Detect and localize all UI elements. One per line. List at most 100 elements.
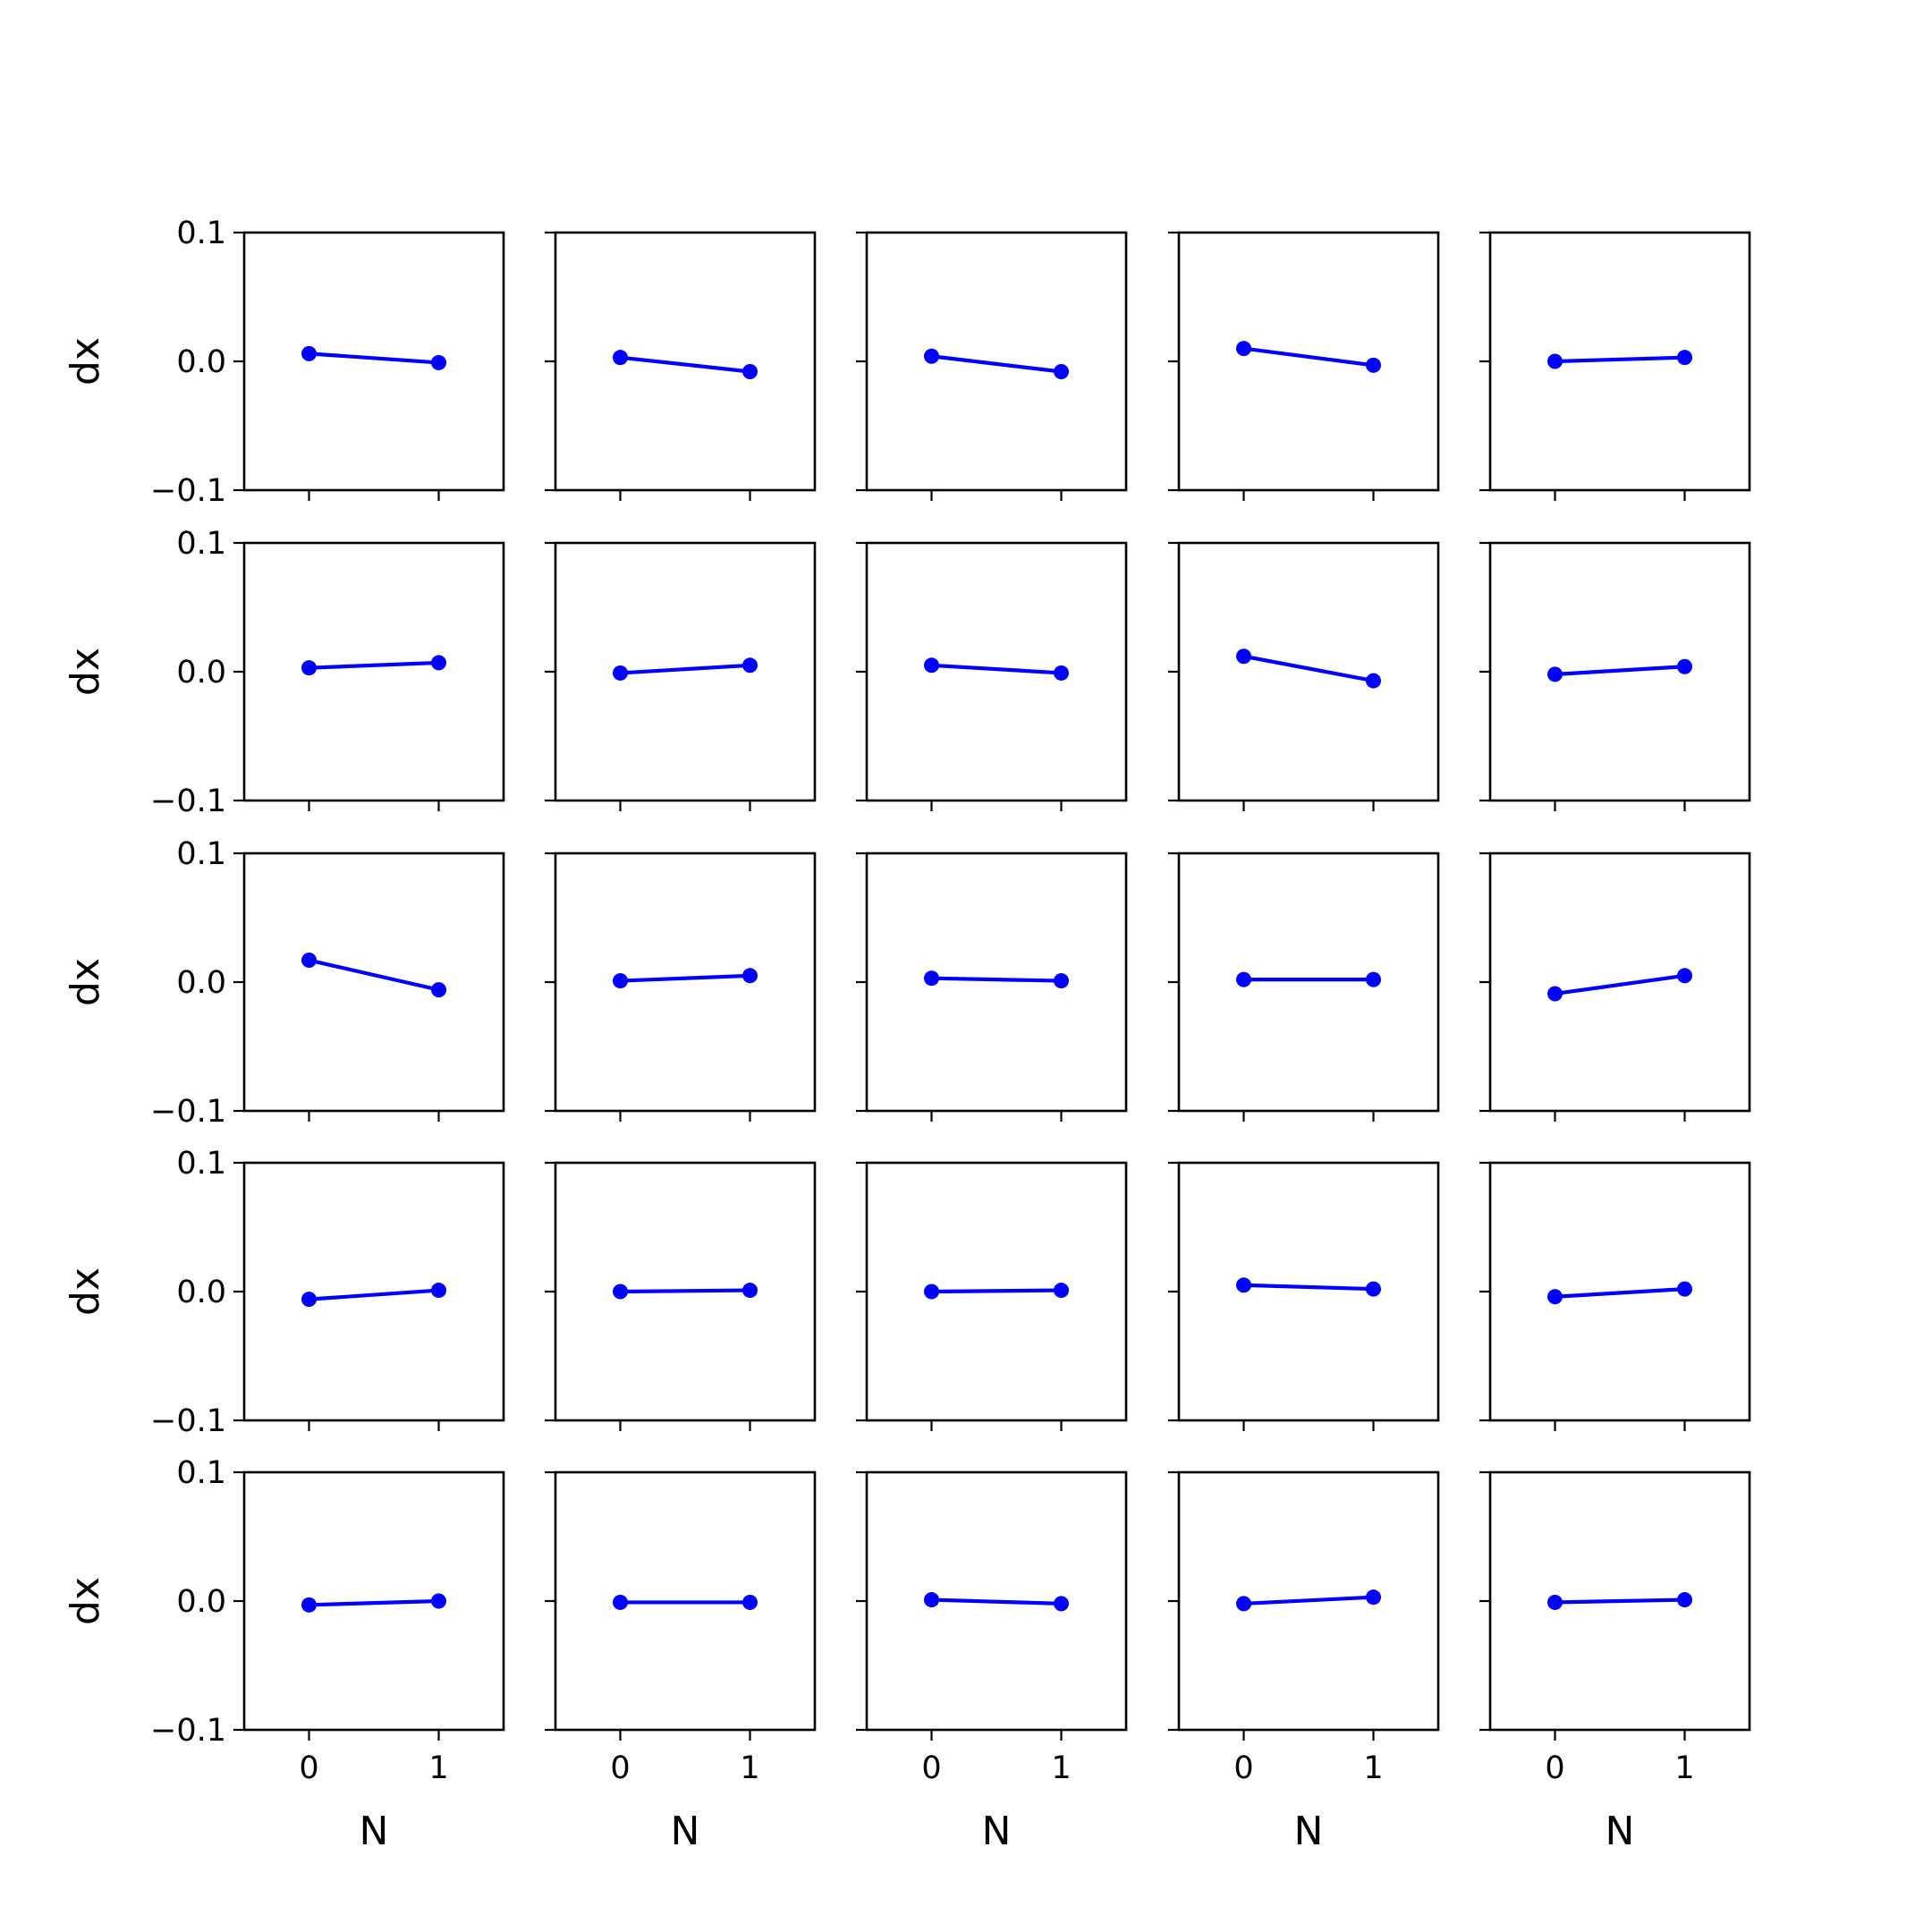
data-point: [1547, 1289, 1563, 1305]
subplot-r4-c5: [1479, 1161, 1751, 1431]
y-tick-label: 0.0: [176, 1275, 226, 1310]
y-tick-label: −0.1: [150, 1403, 226, 1439]
data-point: [742, 1594, 758, 1610]
data-point: [431, 354, 446, 370]
data-point: [1054, 665, 1069, 681]
data-point: [1236, 971, 1251, 987]
data-point: [742, 657, 758, 674]
data-point: [1366, 673, 1381, 689]
x-tick-label: 0: [1545, 1750, 1564, 1786]
series-line: [618, 973, 752, 983]
data-point: [742, 968, 758, 984]
series-line: [307, 660, 441, 670]
subplot-r2-c2: [545, 541, 817, 811]
data-point: [301, 345, 317, 361]
y-tick-label: 0.0: [176, 655, 226, 691]
y-axis-label: dx: [63, 958, 108, 1006]
data-point: [1547, 986, 1563, 1002]
y-tick-label: 0.0: [176, 344, 226, 380]
data-point: [924, 657, 939, 674]
data-point: [924, 1592, 939, 1608]
x-tick-label: 1: [428, 1750, 448, 1786]
subplot-r3-c4: [1168, 852, 1440, 1122]
y-tick-label: −0.1: [150, 1713, 226, 1749]
x-axis-label: N: [1294, 1809, 1324, 1854]
subplot-r5-c3: 0 1 N: [856, 1470, 1128, 1854]
x-tick-label: 1: [1363, 1750, 1383, 1786]
y-tick-label: −0.1: [150, 473, 226, 509]
data-point: [613, 973, 628, 989]
series-line: [1553, 1287, 1687, 1299]
data-point: [1054, 1283, 1069, 1299]
y-axis-label: dx: [63, 1267, 108, 1316]
series-line: [307, 1288, 441, 1301]
x-tick-label: 0: [610, 1750, 630, 1786]
y-tick-label: 0.1: [176, 526, 226, 562]
series-line: [929, 354, 1063, 374]
data-point: [1054, 364, 1069, 380]
series-line: [1241, 346, 1376, 368]
data-point: [431, 982, 446, 998]
series-line: [1241, 654, 1376, 683]
subplot-r2-c5: [1479, 541, 1751, 811]
panels-layer: 0.10.0−0.1dx0.10.0−0.1dx0.10.0−0.1dx0.10…: [63, 216, 1751, 1854]
y-tick-label: −0.1: [150, 1094, 226, 1130]
data-point: [301, 1292, 317, 1308]
subplot-r1-c1: 0.1 0.0 −0.1 dx: [63, 216, 505, 509]
series-line: [618, 663, 752, 675]
subplot-r2-c3: [856, 541, 1128, 811]
series-line: [1553, 665, 1687, 676]
y-tick-label: 0.1: [176, 836, 226, 872]
data-point: [924, 970, 939, 987]
data-point: [301, 953, 317, 969]
series-line: [1553, 973, 1687, 996]
data-point: [613, 665, 628, 681]
x-tick-label: 0: [299, 1750, 318, 1786]
data-point: [1366, 1281, 1381, 1297]
series-line: [307, 958, 441, 992]
y-tick-label: 0.0: [176, 1584, 226, 1620]
data-point: [1547, 353, 1563, 369]
x-axis-label: N: [1606, 1809, 1635, 1854]
subplot-r1-c4: [1168, 231, 1440, 501]
data-point: [1547, 666, 1563, 682]
subplot-r3-c5: [1479, 852, 1751, 1122]
y-tick-label: 0.0: [176, 965, 226, 1001]
data-point: [1677, 658, 1692, 674]
subplot-r1-c2: [545, 231, 817, 501]
subplot-r3-c2: [545, 852, 817, 1122]
data-point: [1677, 350, 1692, 366]
series-line: [1553, 355, 1687, 364]
y-axis-label: dx: [63, 337, 108, 386]
data-point: [1236, 1596, 1251, 1612]
series-line: [618, 355, 752, 374]
data-point: [431, 1283, 446, 1299]
data-point: [613, 350, 628, 366]
y-axis-label: dx: [63, 648, 108, 696]
x-axis-label: N: [982, 1809, 1012, 1854]
subplot-r1-c5: [1479, 231, 1751, 501]
subplot-r2-c1: 0.1 0.0 −0.1 dx: [63, 526, 505, 819]
data-point: [301, 1597, 317, 1613]
x-tick-label: 1: [1051, 1750, 1071, 1786]
series-line: [929, 1288, 1063, 1294]
subplot-r5-c4: 0 1 N: [1168, 1470, 1440, 1854]
data-point: [1547, 1594, 1563, 1610]
subplot-r5-c5: 0 1 N: [1479, 1470, 1751, 1854]
subplot-r1-c3: [856, 231, 1128, 501]
y-tick-label: 0.1: [176, 1455, 226, 1491]
series-line: [307, 1598, 441, 1607]
data-point: [924, 1284, 939, 1300]
series-line: [1553, 1597, 1687, 1605]
series-line: [929, 976, 1063, 983]
data-point: [431, 1593, 446, 1609]
subplot-r3-c3: [856, 852, 1128, 1122]
data-point: [431, 655, 446, 671]
series-line: [618, 1288, 752, 1294]
subplot-r5-c1: 0.1 0.0 −0.1 0 1 dx N: [63, 1455, 505, 1854]
series-line: [929, 1597, 1063, 1606]
subplot-r4-c3: [856, 1161, 1128, 1431]
series-line: [307, 352, 441, 365]
data-point: [1366, 971, 1381, 987]
